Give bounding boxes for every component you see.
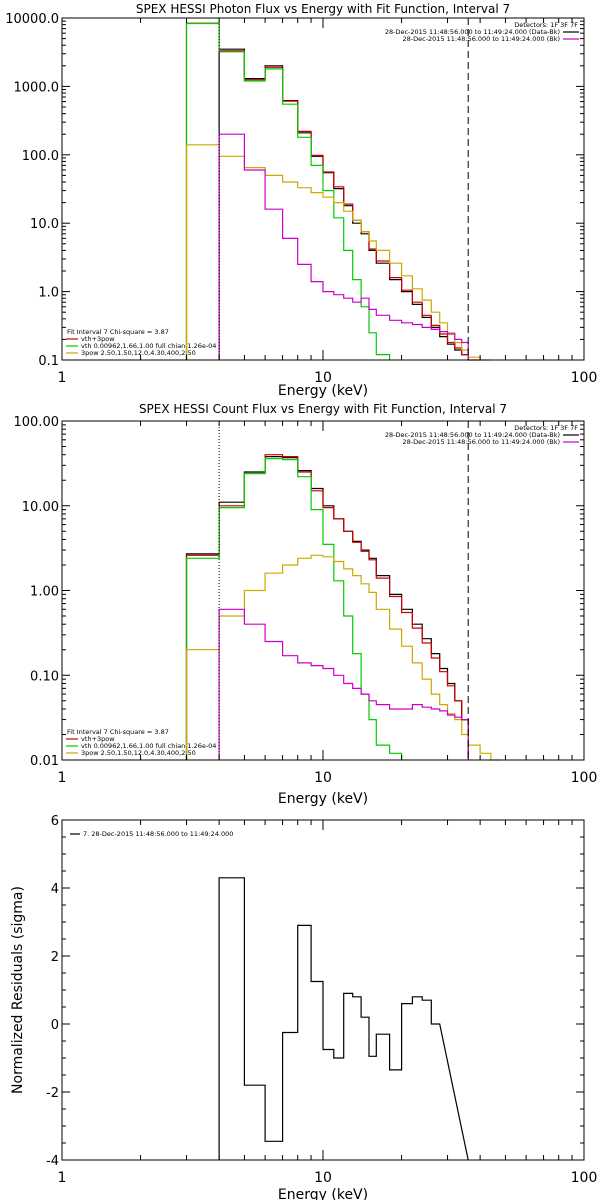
y-tick-label: 2 — [51, 950, 59, 965]
legend-top-left: 7. 28-Dec-2015 11:48:56.000 to 11:49:24.… — [70, 830, 233, 838]
x-tick-label: 100 — [571, 370, 598, 386]
y-tick-label: 0.10 — [30, 669, 59, 684]
series-layer — [218, 877, 469, 1161]
x-tick-label: 10 — [314, 370, 332, 386]
y-tick-label: 10.00 — [22, 500, 59, 515]
legend-entry-text: Fit Interval 7 Chi-square = 3.87 — [67, 328, 169, 336]
legend-entry-text: 3pow 2.50,1.50,12.0,4.30,400,2.50 — [81, 749, 196, 757]
series-layer — [185, 22, 491, 361]
y-tick-label: 0.1 — [38, 354, 59, 369]
y-axis: -4 -2 0 2 4 6 — [46, 814, 584, 1169]
legend-entry-text: vth+3pow — [81, 735, 115, 743]
y-tick-label: 1.0 — [38, 286, 59, 301]
legend-entry-text: vth+3pow — [81, 335, 115, 343]
chart-title: SPEX HESSI Photon Flux vs Energy with Fi… — [136, 2, 510, 16]
series-line-2 — [185, 458, 403, 760]
y-tick-label: 0 — [51, 1018, 59, 1033]
x-tick-label: 100 — [571, 1170, 598, 1186]
legend-entry-text: Detectors: 1F 3F 7F — [514, 424, 578, 432]
legend-bottom-left: Fit Interval 7 Chi-square = 3.87vth+3pow… — [66, 728, 216, 757]
vline-layer — [218, 421, 469, 760]
x-tick-label: 10 — [314, 770, 332, 786]
series-line-4 — [218, 133, 469, 360]
x-axis-label: Energy (keV) — [278, 791, 368, 807]
legend-bottom-left: Fit Interval 7 Chi-square = 3.87vth+3pow… — [66, 328, 216, 357]
y-tick-label: 100.0 — [22, 149, 59, 164]
y-tick-label: 6 — [51, 814, 59, 829]
legend-entry-text: 28-Dec-2015 11:48:56.000 to 11:49:24.000… — [385, 431, 560, 439]
y-axis-label: Normalized Residuals (sigma) — [10, 886, 26, 1094]
y-tick-label: 4 — [51, 882, 59, 897]
series-line-2 — [185, 22, 391, 360]
y-tick-label: -2 — [46, 1086, 59, 1101]
series-line-4 — [218, 608, 469, 760]
legend-entry-text: 7. 28-Dec-2015 11:48:56.000 to 11:49:24.… — [83, 830, 233, 838]
y-tick-label: 1000.0 — [14, 80, 60, 95]
legend-entry-text: 28-Dec-2015 11:48:56.000 to 11:49:24.000… — [403, 438, 561, 446]
count-flux-panel: SPEX HESSI Count Flux vs Energy with Fit… — [14, 402, 598, 807]
legend-entry-text: 3pow 2.50,1.50,12.0,4.30,400,2.50 — [81, 349, 196, 357]
y-axis: 0.1 1.0 10.0 100.0 1000.0 10000.0 — [5, 12, 584, 369]
y-tick-label: 0.01 — [30, 754, 59, 769]
legend-entry-text: Fit Interval 7 Chi-square = 3.87 — [67, 728, 169, 736]
legend-entry-text: 28-Dec-2015 11:48:56.000 to 11:49:24.000… — [385, 28, 560, 36]
x-tick-label: 10 — [314, 1170, 332, 1186]
legend-entry-text: Detectors: 1F 3F 7F — [514, 21, 578, 29]
x-axis: 1 10 100 — [58, 18, 598, 386]
x-axis: 1 10 100 — [58, 820, 598, 1186]
series-line-3 — [185, 554, 501, 761]
legend-entry-text: 28-Dec-2015 11:48:56.000 to 11:49:24.000… — [403, 35, 561, 43]
series-line-0 — [218, 877, 469, 1161]
legend-entry-text: vth 0.00962,1.66,1.00 full chian 1.26e-0… — [81, 342, 216, 350]
vline-layer — [218, 18, 469, 360]
y-tick-label: 10000.0 — [5, 12, 59, 27]
photon-flux-panel: SPEX HESSI Photon Flux vs Energy with Fi… — [5, 2, 597, 399]
residuals-panel: -4 -2 0 2 4 6 1 10 100 Energy (keV) Normalized … — [10, 814, 597, 1200]
y-tick-label: -4 — [46, 1154, 59, 1169]
series-line-1 — [185, 454, 469, 760]
x-axis-label: Energy (keV) — [278, 1187, 368, 1200]
y-tick-label: 10.0 — [30, 217, 59, 232]
x-tick-label: 1 — [58, 770, 67, 786]
series-layer — [185, 454, 501, 761]
x-tick-label: 1 — [58, 1170, 67, 1186]
x-axis: 1 10 100 — [58, 421, 598, 786]
legend-entry-text: vth 0.00962,1.66,1.00 full chian 1.26e-0… — [81, 742, 216, 750]
y-axis: 0.01 0.10 1.00 10.00 100.00 — [14, 415, 584, 769]
x-axis-label: Energy (keV) — [278, 383, 368, 399]
y-tick-label: 100.00 — [14, 415, 60, 430]
y-tick-label: 1.00 — [30, 585, 59, 600]
x-tick-label: 100 — [571, 770, 598, 786]
series-line-3 — [185, 144, 491, 361]
series-line-0 — [185, 456, 469, 760]
chart-title: SPEX HESSI Count Flux vs Energy with Fit… — [139, 402, 507, 416]
x-tick-label: 1 — [58, 370, 67, 386]
